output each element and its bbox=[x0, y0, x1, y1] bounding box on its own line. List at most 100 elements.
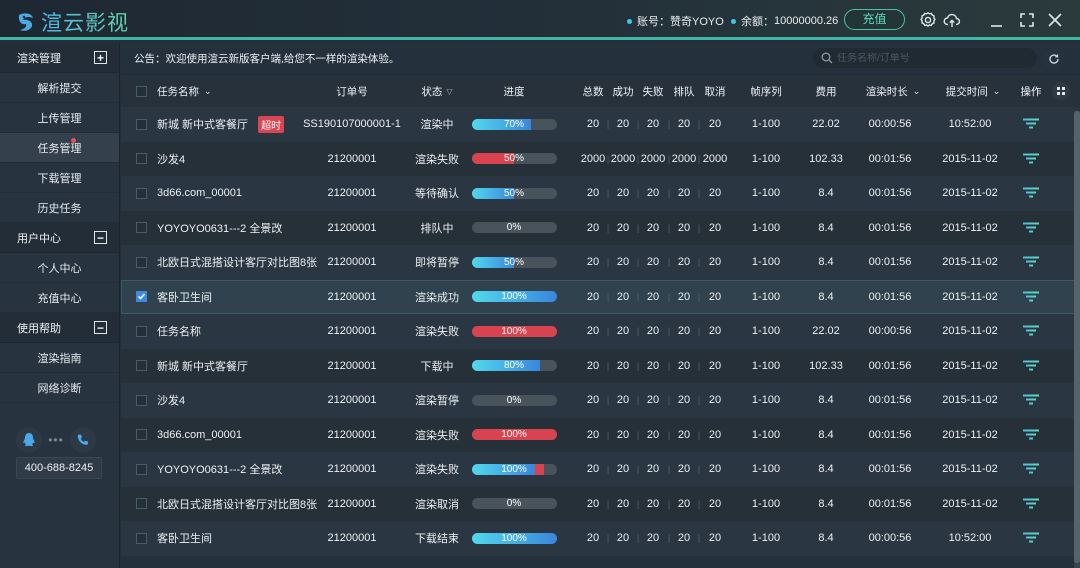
divider: | bbox=[636, 464, 640, 475]
action-menu-button[interactable] bbox=[1016, 314, 1046, 349]
submit-time: 2015-11-02 bbox=[942, 325, 998, 338]
header-submit-time[interactable]: 提交时间 ⌄ bbox=[945, 85, 1001, 98]
sidebar-item-guide[interactable]: 渲染指南 bbox=[0, 343, 119, 373]
account-dot-icon bbox=[627, 18, 632, 24]
sidebar-item-recharge[interactable]: 充值中心 bbox=[0, 283, 119, 313]
divider: | bbox=[667, 395, 671, 406]
action-menu-button[interactable] bbox=[1016, 280, 1046, 315]
action-menu-button[interactable] bbox=[1016, 176, 1046, 211]
row-checkbox[interactable] bbox=[135, 521, 147, 556]
sidebar-item-history[interactable]: 历史任务 bbox=[0, 193, 119, 223]
fail-count: 20 bbox=[646, 463, 660, 476]
action-menu-button[interactable] bbox=[1016, 487, 1046, 522]
refresh-button[interactable] bbox=[1043, 48, 1065, 70]
sidebar-item-network[interactable]: 网络诊断 bbox=[0, 373, 119, 403]
header-status[interactable]: 状态 ▽ bbox=[421, 85, 453, 98]
divider: | bbox=[697, 119, 701, 130]
table-row[interactable]: 新城 新中式客餐厅 超时 SS190107000001-1 渲染中 70% 20 … bbox=[121, 107, 1080, 142]
header-duration[interactable]: 渲染时长 ⌄ bbox=[865, 85, 921, 98]
table-row[interactable]: 3d66.com_00001 21200001 渲染失败 100% 20 | 2… bbox=[121, 417, 1080, 453]
select-all-checkbox[interactable] bbox=[135, 75, 147, 107]
action-menu-button[interactable] bbox=[1016, 245, 1046, 280]
status-text: 下载结束 bbox=[415, 533, 459, 546]
row-checkbox[interactable] bbox=[135, 349, 147, 384]
action-menu-button[interactable] bbox=[1016, 418, 1046, 453]
sidebar-item-download[interactable]: 下载管理 bbox=[0, 163, 119, 193]
task-name: 沙发4 bbox=[157, 153, 186, 166]
task-name-cell: 北欧日式混搭设计客厅对比图8张 bbox=[157, 245, 317, 280]
table-row[interactable]: 客卧卫生间 21200001 渲染成功 100% 20 | 20 | 20 | … bbox=[121, 279, 1080, 315]
filter-action-icon bbox=[1023, 153, 1039, 164]
row-checkbox[interactable] bbox=[135, 280, 147, 315]
search-input[interactable] bbox=[837, 52, 1017, 64]
divider: | bbox=[636, 188, 640, 199]
table-row[interactable]: 沙发4 21200001 渲染暂停 0% 20 | 20 | 20 | 20 |… bbox=[121, 383, 1080, 418]
action-menu-button[interactable] bbox=[1016, 211, 1046, 246]
filter-icon[interactable]: ▽ bbox=[446, 86, 453, 96]
sidebar-item-tasks[interactable]: 任务管理 bbox=[0, 133, 119, 163]
header-name[interactable]: 任务名称 ⌄ bbox=[157, 85, 212, 98]
row-checkbox[interactable] bbox=[135, 314, 147, 349]
search-box[interactable] bbox=[813, 48, 1037, 68]
scrollbar-thumb[interactable] bbox=[1074, 111, 1080, 563]
table-row[interactable]: 客卧卫生间 21200001 下载结束 100% 20 | 20 | 20 | … bbox=[121, 521, 1080, 556]
cloud-upload-icon[interactable] bbox=[943, 11, 961, 29]
table-row[interactable]: 新城 新中式客餐厅 21200001 下载中 80% 20 | 20 | 20 … bbox=[121, 348, 1080, 384]
sidebar-item-upload[interactable]: 上传管理 bbox=[0, 103, 119, 133]
success-count: 20 bbox=[616, 256, 630, 269]
collapse-icon[interactable]: − bbox=[94, 321, 107, 334]
sidebar-group-user[interactable]: 用户中心 − bbox=[0, 223, 119, 253]
scrollbar[interactable] bbox=[1074, 111, 1080, 568]
row-checkbox[interactable] bbox=[135, 142, 147, 177]
close-icon[interactable] bbox=[1046, 11, 1064, 29]
task-name: 3d66.com_00001 bbox=[157, 187, 243, 200]
table-header: 任务名称 ⌄ 订单号 状态 ▽ 进度 总数 成功 失败 排队 取消 帧序列 费用 渲… bbox=[121, 75, 1080, 107]
render-duration: 00:00:56 bbox=[868, 325, 912, 338]
task-name-cell: 客卧卫生间 bbox=[157, 280, 212, 315]
row-checkbox[interactable] bbox=[135, 452, 147, 487]
queue-count: 20 bbox=[677, 359, 691, 372]
header-total: 总数 bbox=[582, 85, 604, 98]
recharge-button[interactable]: 充值 bbox=[844, 9, 905, 30]
sidebar-group-render[interactable]: 渲染管理 + bbox=[0, 43, 119, 73]
action-menu-button[interactable] bbox=[1016, 142, 1046, 177]
expand-icon[interactable]: + bbox=[94, 51, 107, 64]
table-row[interactable]: YOYOYO0631---2 全景改 21200001 排队中 0% 20 | … bbox=[121, 210, 1080, 246]
action-menu-button[interactable] bbox=[1016, 452, 1046, 487]
task-name: 北欧日式混搭设计客厅对比图8张 bbox=[157, 498, 318, 511]
collapse-icon[interactable]: − bbox=[94, 231, 107, 244]
divider: | bbox=[636, 119, 640, 130]
row-checkbox[interactable] bbox=[135, 383, 147, 418]
filter-action-icon bbox=[1023, 394, 1039, 405]
header-order: 订单号 bbox=[336, 85, 368, 98]
action-menu-button[interactable] bbox=[1016, 107, 1046, 142]
table-row[interactable]: 3d66.com_00001 21200001 等待确认 50% 20 | 20… bbox=[121, 176, 1080, 211]
cost: 8.4 bbox=[818, 221, 834, 234]
row-checkbox[interactable] bbox=[135, 245, 147, 280]
gear-icon[interactable] bbox=[919, 11, 937, 29]
table-row[interactable]: 北欧日式混搭设计客厅对比图8张 21200001 即将暂停 50% 20 | 2… bbox=[121, 245, 1080, 280]
table-row[interactable]: 沙发4 21200001 渲染失败 50% 2000 | 2000 | 2000… bbox=[121, 141, 1080, 177]
action-menu-button[interactable] bbox=[1016, 521, 1046, 556]
row-checkbox[interactable] bbox=[135, 418, 147, 453]
table-row[interactable]: YOYOYO0631---2 全景改 21200001 渲染失败 100% 20… bbox=[121, 452, 1080, 487]
action-menu-button[interactable] bbox=[1016, 383, 1046, 418]
row-checkbox[interactable] bbox=[135, 176, 147, 211]
sidebar-group-help[interactable]: 使用帮助 − bbox=[0, 313, 119, 343]
table-row[interactable]: 任务名称 21200001 渲染失败 100% 20 | 20 | 20 | 2… bbox=[121, 314, 1080, 349]
maximize-icon[interactable] bbox=[1018, 11, 1036, 29]
cost: 8.4 bbox=[818, 532, 834, 545]
table-row[interactable]: 北欧日式混搭设计客厅对比图8张 21200001 渲染取消 0% 20 | 20… bbox=[121, 486, 1080, 522]
action-menu-button[interactable] bbox=[1016, 349, 1046, 384]
task-name-cell: YOYOYO0631---2 全景改 bbox=[157, 452, 282, 487]
row-checkbox[interactable] bbox=[135, 107, 147, 142]
sidebar-item-profile[interactable]: 个人中心 bbox=[0, 253, 119, 283]
queue-count: 20 bbox=[677, 428, 691, 441]
qq-icon[interactable] bbox=[16, 427, 42, 453]
row-checkbox[interactable] bbox=[135, 487, 147, 522]
phone-icon[interactable] bbox=[69, 427, 96, 453]
minimize-icon[interactable] bbox=[988, 11, 1006, 29]
row-checkbox[interactable] bbox=[135, 211, 147, 246]
column-settings-button[interactable] bbox=[1052, 82, 1070, 100]
sidebar-item-parse-submit[interactable]: 解析提交 bbox=[0, 73, 119, 103]
